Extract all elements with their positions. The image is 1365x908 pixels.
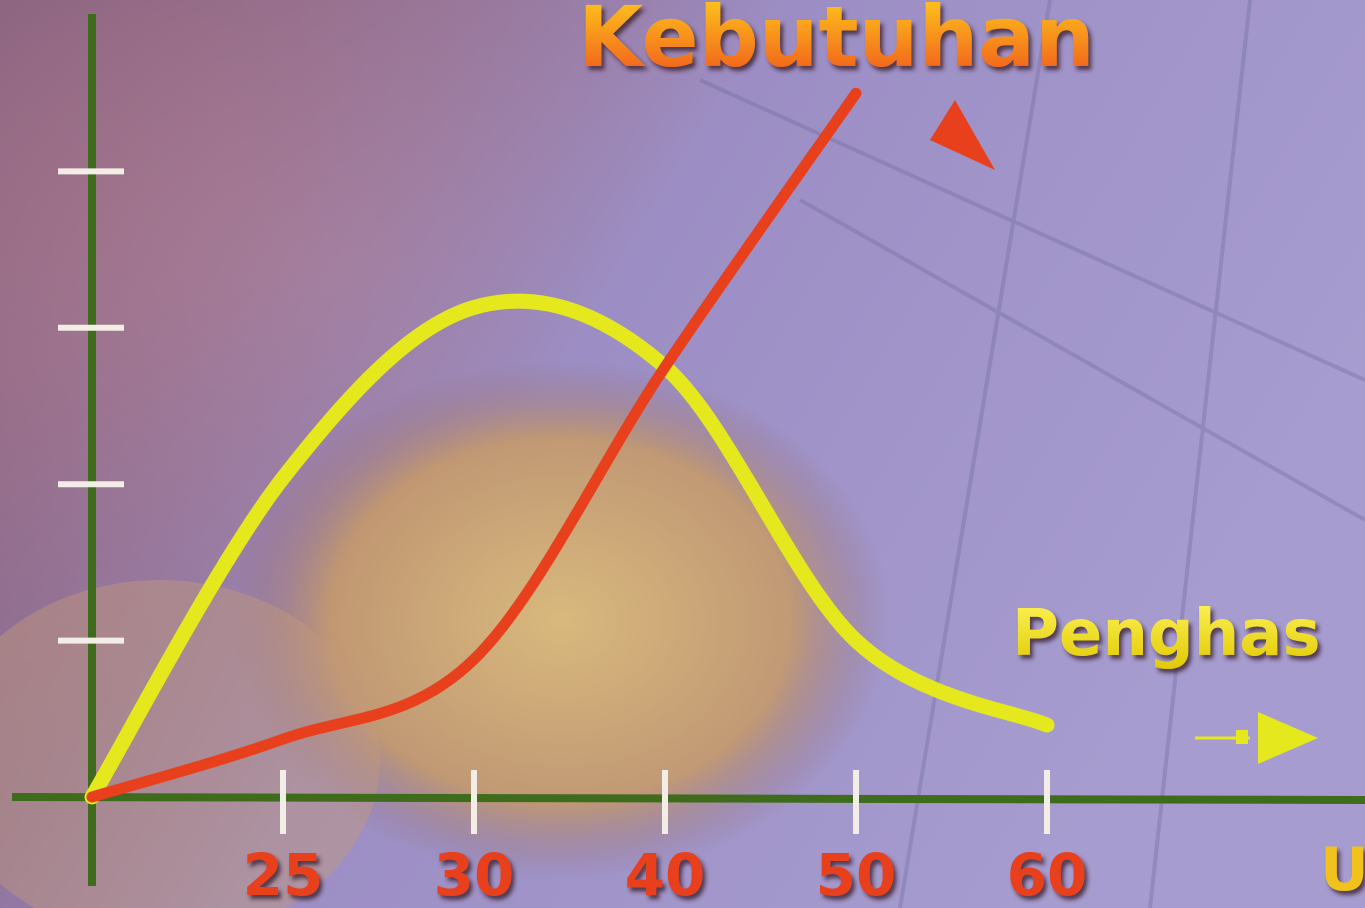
series-label: Kebutuhan (578, 0, 1095, 86)
x-tick-label: 60 (1007, 841, 1088, 908)
x-axis (12, 797, 1365, 800)
background (0, 0, 1365, 908)
x-axis-label: U (1320, 835, 1365, 905)
x-tick-label: 40 (625, 841, 706, 908)
arrow-dot (1236, 730, 1248, 744)
series-label: Penghas (1012, 597, 1321, 671)
x-tick-label: 50 (816, 841, 897, 908)
chart: 25 30 40 50 60 U Kebutuhan Penghas (0, 0, 1365, 908)
x-tick-label: 25 (243, 841, 324, 908)
x-tick-label: 30 (434, 841, 515, 908)
